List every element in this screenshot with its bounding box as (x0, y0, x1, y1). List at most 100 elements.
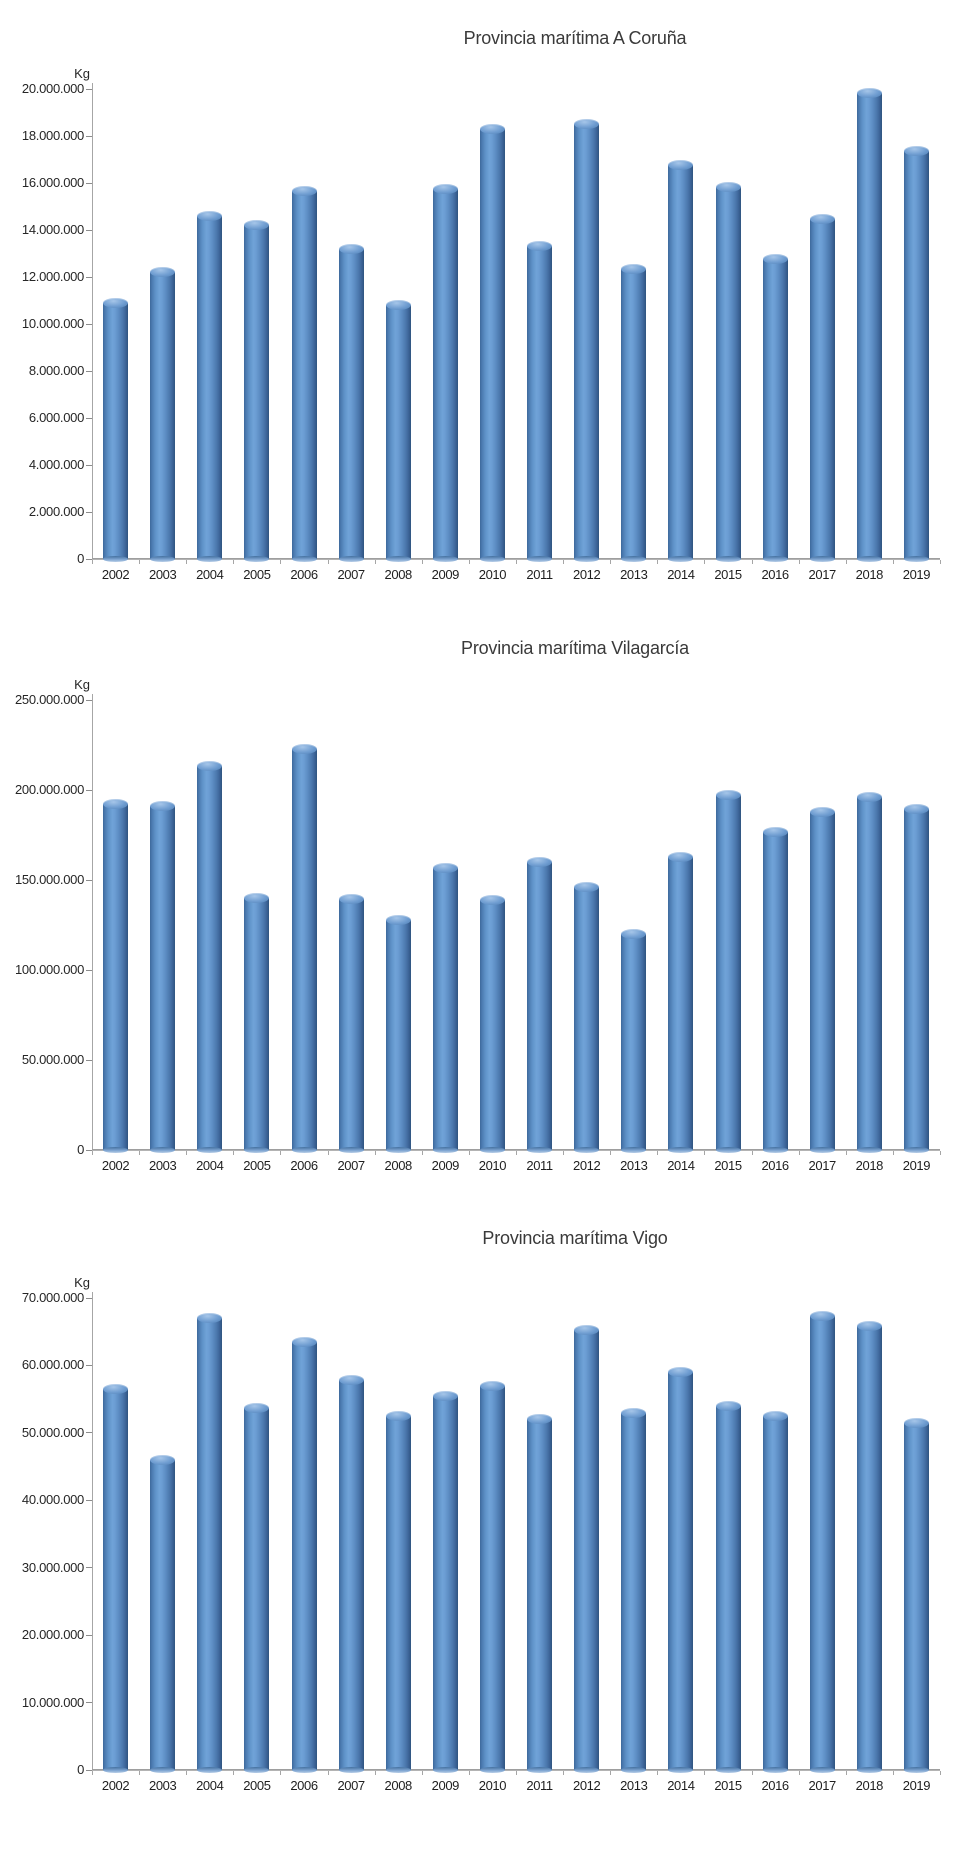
x-axis-tick (798, 560, 800, 564)
bar-base-ellipse (197, 556, 223, 562)
bar-base-ellipse (103, 556, 129, 562)
bar-2016 (762, 254, 788, 562)
x-axis-label: 2003 (148, 1158, 177, 1173)
bar-top-ellipse (103, 1384, 129, 1394)
y-axis-unit-label: Kg (74, 1275, 90, 1290)
x-axis-label: 2016 (761, 1158, 789, 1173)
chart-title: Provincia marítima A Coruña (463, 28, 687, 48)
x-axis-tick (186, 1151, 188, 1155)
bar-2014 (668, 852, 694, 1153)
x-axis-tick (657, 1771, 659, 1775)
y-axis-tick (86, 1634, 92, 1636)
x-axis-label: 2011 (526, 567, 553, 582)
y-axis-tick (86, 323, 92, 325)
x-axis-label: 2013 (620, 567, 648, 582)
x-axis-label: 2010 (478, 567, 507, 582)
y-axis-tick-label: 50.000.000 (21, 1424, 84, 1440)
x-axis-label: 2012 (572, 1158, 601, 1173)
bar-top-ellipse (668, 852, 694, 862)
x-axis-tick (892, 560, 894, 564)
x-axis-tick (892, 1771, 894, 1775)
bar-top-ellipse (621, 1408, 647, 1418)
x-axis-tick (280, 560, 282, 564)
x-axis-tick (233, 1151, 235, 1155)
bar-2007 (338, 894, 364, 1153)
bar-2004 (197, 211, 223, 562)
y-axis-tick (86, 969, 92, 971)
x-axis-tick (327, 560, 329, 564)
bar-base-ellipse (856, 1147, 882, 1153)
x-axis-label: 2008 (384, 1778, 413, 1793)
bar-base-ellipse (527, 556, 553, 562)
bar-top-ellipse (856, 1321, 882, 1331)
bar-base-ellipse (809, 556, 835, 562)
bar-top-ellipse (338, 1375, 364, 1385)
x-axis-label: 2017 (808, 567, 837, 582)
bar-base-ellipse (479, 1767, 505, 1773)
bar-base-ellipse (432, 556, 458, 562)
bar-2010 (479, 124, 505, 562)
y-axis-tick (86, 511, 92, 513)
bar-2002 (103, 298, 129, 562)
bar-base-ellipse (150, 1147, 176, 1153)
x-axis-tick (516, 560, 517, 564)
bar-top-ellipse (479, 124, 505, 134)
x-axis-label: 2014 (667, 567, 695, 582)
y-axis-tick (86, 1432, 92, 1434)
x-axis-tick (610, 1151, 612, 1155)
x-axis-label: 2004 (196, 567, 224, 582)
bar-2007 (338, 244, 364, 562)
bar-2008 (385, 915, 411, 1153)
bar-base-ellipse (903, 1767, 929, 1773)
x-axis-tick (798, 1771, 800, 1775)
bar-base-ellipse (291, 1147, 317, 1153)
x-axis-label: 2004 (196, 1778, 224, 1793)
y-axis-tick-label: 2.000.000 (28, 504, 84, 519)
x-axis-label: 2016 (761, 567, 789, 582)
bar-base-ellipse (668, 1147, 694, 1153)
bar-top-ellipse (574, 882, 600, 892)
x-axis-label: 2018 (855, 1778, 884, 1793)
y-axis-line (92, 83, 93, 559)
x-axis-tick (468, 560, 470, 564)
bar-top-ellipse (809, 214, 835, 224)
bar-top-ellipse (574, 1325, 600, 1335)
bar-2012 (574, 1325, 600, 1773)
y-axis-tick-label: 0 (77, 551, 84, 566)
bar-base-ellipse (385, 556, 411, 562)
bar-base-ellipse (715, 1147, 741, 1153)
x-axis-tick (92, 1151, 93, 1155)
y-axis-tick-label: 10.000.000 (21, 316, 84, 331)
bar-top-ellipse (244, 893, 270, 903)
x-axis-tick (92, 1771, 93, 1775)
bar-2018 (856, 792, 882, 1153)
y-axis-tick (86, 370, 92, 372)
bar-base-ellipse (621, 1767, 647, 1773)
bar-base-ellipse (715, 556, 741, 562)
y-axis-tick (86, 879, 92, 881)
bar-2005 (244, 893, 270, 1153)
x-axis-label: 2012 (572, 567, 601, 582)
x-axis-tick (374, 1771, 376, 1775)
y-axis-tick-label: 20.000.000 (21, 1627, 84, 1643)
bar-2011 (527, 1414, 553, 1773)
bar-base-ellipse (103, 1147, 129, 1153)
bar-top-ellipse (150, 801, 176, 811)
x-axis-tick (139, 1151, 141, 1155)
y-axis-tick-label: 0 (77, 1762, 84, 1777)
y-axis-tick-label: 4.000.000 (28, 457, 84, 472)
x-axis-label: 2015 (714, 1158, 742, 1173)
bar-2015 (715, 790, 741, 1153)
bar-base-ellipse (338, 1767, 364, 1773)
bar-top-ellipse (338, 244, 364, 254)
bar-base-ellipse (621, 556, 647, 562)
bar-2002 (103, 1384, 129, 1773)
x-axis-label: 2003 (148, 1778, 177, 1793)
bar-top-ellipse (856, 88, 882, 98)
bar-2012 (574, 119, 600, 562)
bar-2002 (103, 799, 129, 1153)
bar-top-ellipse (244, 1403, 270, 1413)
y-axis-tick (86, 1059, 92, 1061)
bar-top-ellipse (903, 146, 929, 156)
bar-top-ellipse (621, 929, 647, 939)
